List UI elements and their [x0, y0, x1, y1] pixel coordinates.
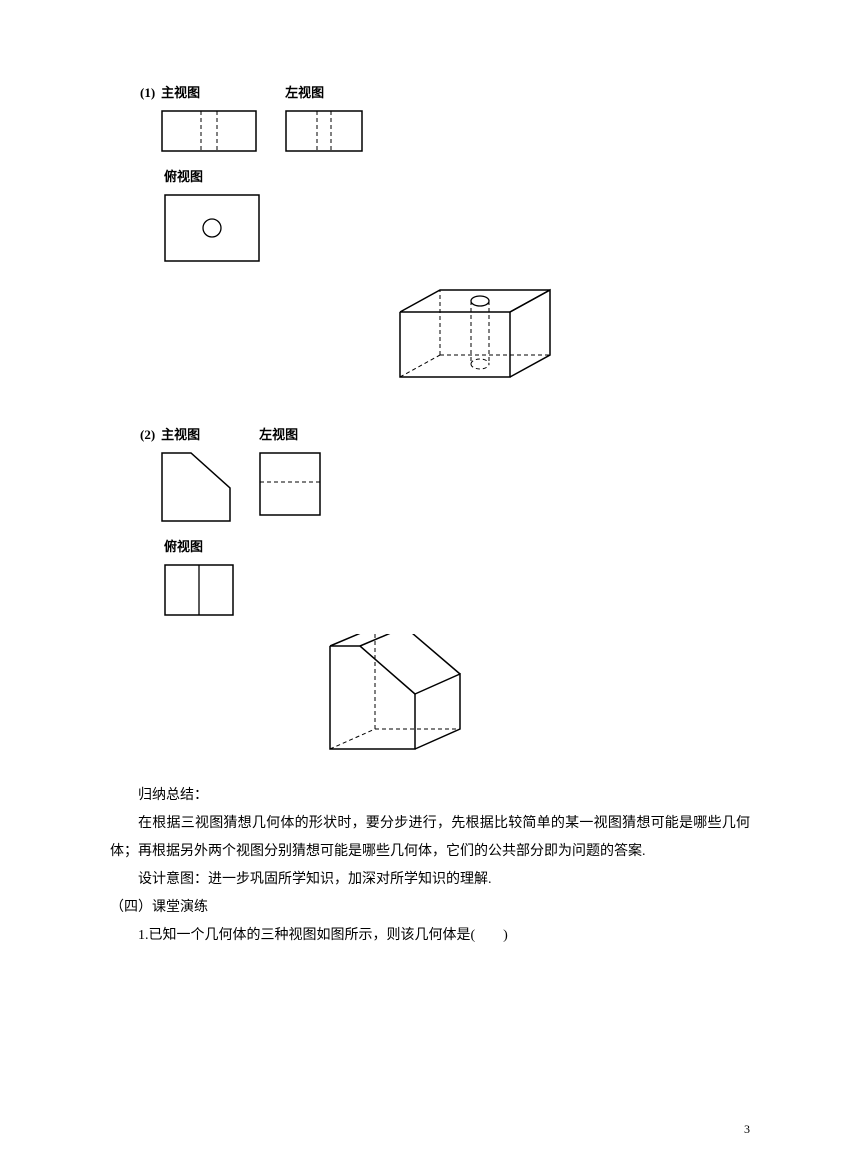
problem2-left-view — [259, 452, 321, 516]
problem2-left-label: 左视图 — [259, 422, 321, 448]
problem1-row1: (1) 主视图 左视图 — [140, 80, 750, 152]
problem2-front-block: 主视图 — [161, 422, 231, 522]
summary-body: 在根据三视图猜想几何体的形状时，要分步进行，先根据比较简单的某一视图猜想可能是哪… — [110, 810, 750, 866]
page-number: 3 — [744, 1117, 750, 1141]
problem2-front-view — [161, 452, 231, 522]
problem2-left-block: 左视图 — [259, 422, 321, 516]
problem2-3d — [320, 634, 470, 764]
problem2-3d-block — [320, 634, 750, 764]
problem1-front-label: 主视图 — [161, 80, 257, 106]
section-heading: （四）课堂演练 — [110, 894, 750, 922]
problem1-top-block: 俯视图 — [164, 164, 260, 262]
problem2-front-label: 主视图 — [161, 422, 231, 448]
problem1-top-label: 俯视图 — [164, 164, 260, 190]
summary-heading: 归纳总结： — [110, 782, 750, 810]
design-intent: 设计意图：进一步巩固所学知识，加深对所学知识的理解. — [110, 866, 750, 894]
problem1-left-view — [285, 110, 363, 152]
problem1-front-view — [161, 110, 257, 152]
problem1-row2: 俯视图 — [164, 164, 750, 262]
problem2-row2: 俯视图 — [164, 534, 750, 616]
problem2-top-label: 俯视图 — [164, 534, 234, 560]
problem1-3d — [390, 282, 560, 392]
exercise-1: 1.已知一个几何体的三种视图如图所示，则该几何体是( ) — [110, 922, 750, 950]
problem2-row1: (2) 主视图 左视图 — [140, 422, 750, 522]
problem2-top-view — [164, 564, 234, 616]
problem1-top-view — [164, 194, 260, 262]
problem2-number: (2) — [140, 422, 155, 448]
problem1-3d-block — [390, 282, 750, 392]
problem1-left-label: 左视图 — [285, 80, 363, 106]
problem1-front-block: 主视图 — [161, 80, 257, 152]
problem1-number: (1) — [140, 80, 155, 106]
page: (1) 主视图 左视图 俯视图 — [0, 0, 860, 1167]
problem1-left-block: 左视图 — [285, 80, 363, 152]
problem2-top-block: 俯视图 — [164, 534, 234, 616]
